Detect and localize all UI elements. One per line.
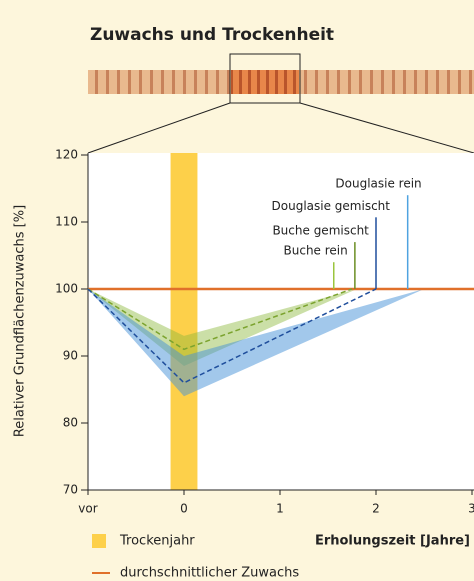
annotation-label: Douglasie rein bbox=[335, 177, 421, 191]
wood-core-highlight bbox=[231, 70, 299, 94]
legend-label: Trockenjahr bbox=[119, 534, 195, 549]
x-tick-label: 1 bbox=[276, 502, 284, 516]
y-tick-label: 110 bbox=[55, 215, 78, 229]
annotation-label: Buche rein bbox=[284, 244, 348, 258]
annotation-label: Buche gemischt bbox=[272, 224, 369, 238]
x-axis-label: Erholungszeit [Jahre] bbox=[315, 534, 470, 549]
y-tick-label: 120 bbox=[55, 148, 78, 162]
y-tick-label: 100 bbox=[55, 282, 78, 296]
chart-title: Zuwachs und Trockenheit bbox=[90, 25, 334, 45]
annotation-label: Douglasie gemischt bbox=[272, 199, 391, 213]
x-tick-label: 2 bbox=[372, 502, 380, 516]
x-tick-label: 0 bbox=[180, 502, 188, 516]
y-axis-label: Relativer Grundflächenzuwachs [%] bbox=[13, 205, 28, 437]
legend-swatch-drought bbox=[92, 534, 106, 548]
x-tick-label: 3 bbox=[468, 502, 474, 516]
chart: Zuwachs und Trockenheit Relativer Grundf… bbox=[0, 0, 474, 581]
drought-band bbox=[171, 153, 198, 490]
y-tick-label: 80 bbox=[63, 416, 78, 430]
x-tick-label: vor bbox=[78, 502, 97, 516]
legend-label: durchschnittlicher Zuwachs bbox=[120, 566, 299, 581]
y-tick-label: 90 bbox=[63, 349, 78, 363]
y-tick-label: 70 bbox=[63, 483, 78, 497]
